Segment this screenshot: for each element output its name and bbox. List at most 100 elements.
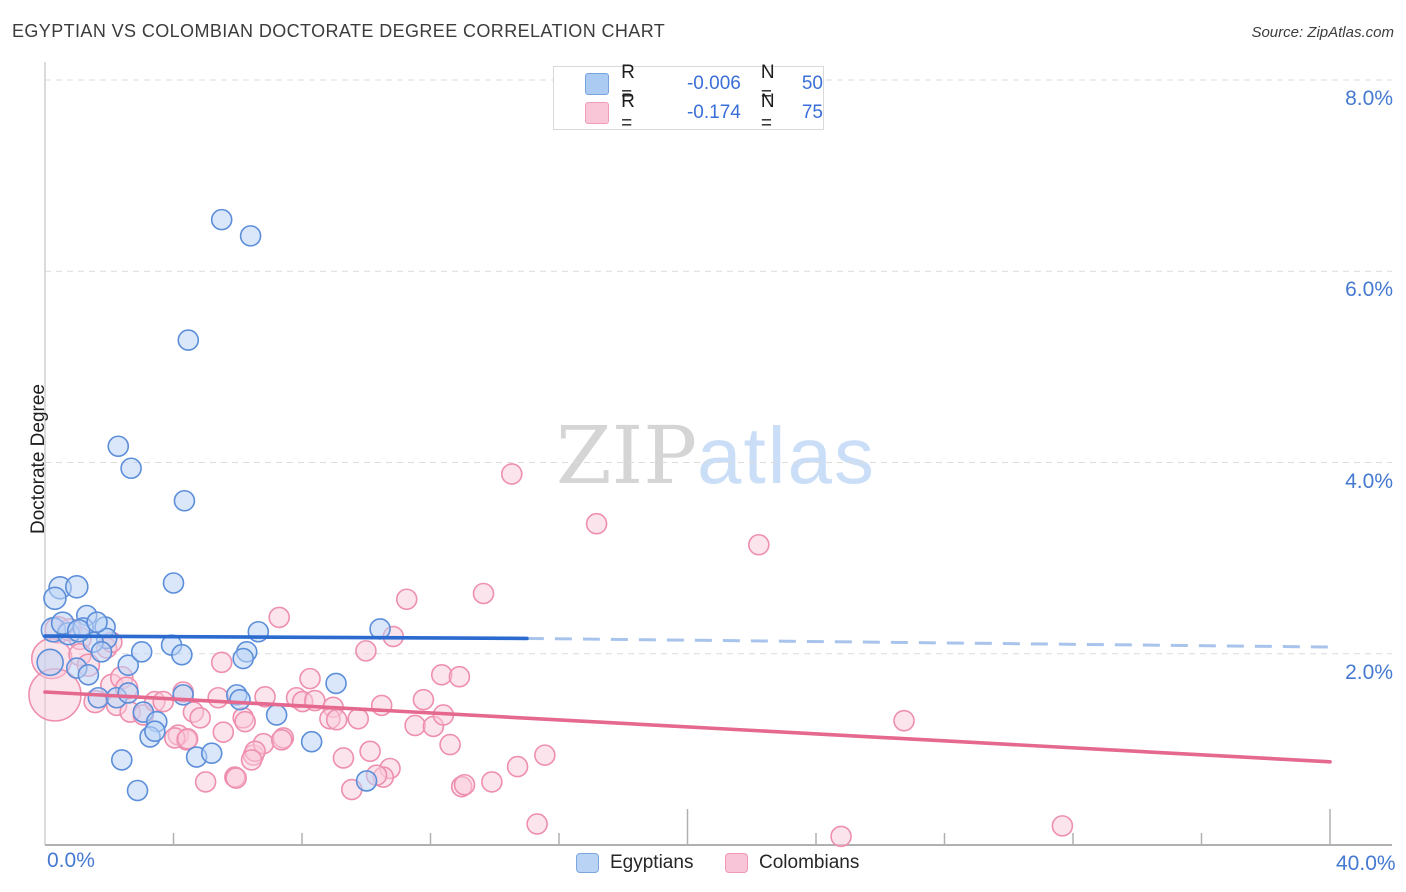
scatter-point-egyptians (200, 742, 223, 765)
scatter-point-colombians (395, 588, 418, 611)
trend-line-egyptians (43, 634, 529, 641)
scatter-point-egyptians (210, 208, 233, 231)
r-value: -0.006 (686, 72, 741, 94)
r-label: R = (621, 61, 635, 105)
page-title: EGYPTIAN VS COLOMBIAN DOCTORATE DEGREE C… (12, 21, 666, 41)
x-axis-label-max: 40.0% (1336, 852, 1396, 875)
scatter-point-colombians (430, 663, 453, 686)
scatter-point-colombians (472, 582, 495, 605)
scatter-point-colombians (893, 709, 915, 732)
source-attribution: Source: ZipAtlas.com (1251, 24, 1394, 41)
scatter-point-colombians (212, 721, 235, 743)
scatter-point-colombians (412, 688, 435, 711)
scatter-point-egyptians (229, 688, 251, 711)
scatter-point-egyptians (43, 586, 67, 611)
n-value: 50 (801, 72, 823, 94)
scatter-point-egyptians (110, 749, 133, 771)
stats-legend-box: R = -0.006 N = 50 R = -0.174 N = 75 (553, 62, 824, 134)
scatter-point-egyptians (107, 435, 130, 458)
stats-row-colombians: R = -0.174 N = 75 (554, 91, 823, 134)
scatter-point-colombians (830, 825, 852, 848)
zipatlas-watermark: ZIPatlas (556, 408, 876, 503)
scatter-point-egyptians (355, 770, 378, 792)
scatter-point-colombians (270, 729, 293, 751)
trend-line-colombians (43, 690, 1332, 764)
colombians-swatch-icon (585, 101, 610, 124)
scatter-point-colombians (299, 667, 321, 690)
scatter-point-colombians (210, 651, 233, 674)
scatter-point-egyptians (120, 457, 142, 480)
scatter-point-colombians (176, 728, 199, 750)
scatter-point-egyptians (117, 654, 140, 677)
legend-item-egyptians[interactable]: Egyptians (576, 852, 693, 874)
r-label: R = (621, 90, 635, 134)
scatter-point-colombians (453, 773, 476, 796)
scatter-point-egyptians (36, 648, 64, 677)
y-tick-label-6: 6.0% (1345, 278, 1393, 302)
scatter-point-egyptians (325, 672, 347, 695)
scatter-point-colombians (448, 665, 471, 688)
scatter-point-colombians (439, 733, 461, 756)
scatter-point-colombians (585, 512, 608, 535)
scatter-point-egyptians (86, 611, 108, 633)
scatter-point-egyptians (173, 489, 196, 512)
scatter-point-colombians (207, 686, 229, 709)
scatter-point-egyptians (117, 682, 140, 704)
trend-line-dashed-egyptians (526, 636, 1331, 649)
watermark-atlas: atlas (697, 411, 876, 500)
scatter-point-egyptians (171, 643, 193, 666)
scatter-point-egyptians (144, 720, 166, 743)
scatter-point-colombians (534, 744, 556, 766)
scatter-point-colombians (748, 533, 770, 556)
scatter-point-colombians (194, 771, 217, 793)
scatter-point-colombians (240, 749, 263, 771)
scatter-point-colombians (526, 813, 548, 835)
y-tick-label-4: 4.0% (1345, 469, 1393, 493)
scatter-point-egyptians (130, 641, 153, 663)
x-axis-label-min: 0.0% (47, 849, 95, 872)
scatter-point-colombians (268, 606, 290, 629)
scatter-point-colombians (506, 755, 529, 778)
scatter-point-egyptians (177, 329, 200, 351)
scatter-point-colombians (225, 767, 247, 789)
legend-label-colombians: Colombians (759, 852, 860, 873)
r-value: -0.174 (686, 101, 741, 123)
scatter-point-egyptians (90, 641, 113, 663)
scatter-point-colombians (254, 685, 276, 708)
scatter-point-egyptians (162, 572, 185, 594)
scatter-point-colombians (332, 747, 355, 769)
scatter-point-colombians (404, 714, 426, 737)
scatter-point-egyptians (232, 647, 255, 670)
scatter-point-egyptians (126, 779, 149, 802)
egyptians-swatch-icon (585, 72, 610, 95)
scatter-point-egyptians (265, 704, 288, 726)
scatter-point-egyptians (87, 686, 110, 709)
stats-row-egyptians: R = -0.006 N = 50 (554, 62, 823, 105)
scatter-point-colombians (152, 690, 175, 713)
scatter-point-colombians (481, 771, 503, 793)
scatter-point-colombians (1051, 815, 1074, 837)
egyptians-legend-swatch-icon (576, 853, 599, 873)
y-axis-title: Doctorate Degree (28, 384, 49, 534)
scatter-point-colombians (234, 710, 256, 733)
colombians-legend-swatch-icon (725, 853, 748, 873)
n-label: N = (760, 90, 775, 134)
scatter-point-egyptians (172, 684, 194, 706)
legend-item-colombians[interactable]: Colombians (725, 852, 859, 874)
scatter-point-egyptians (239, 225, 262, 247)
legend-label-egyptians: Egyptians (610, 852, 694, 873)
watermark-zip: ZIP (556, 409, 698, 502)
scatter-point-egyptians (77, 663, 100, 686)
scatter-point-colombians (347, 707, 370, 730)
scatter-point-colombians (359, 740, 381, 763)
n-value: 75 (801, 101, 823, 123)
scatter-point-colombians (355, 640, 377, 662)
scatter-point-egyptians (65, 575, 89, 599)
scatter-point-colombians (500, 463, 523, 485)
y-tick-label-2: 2.0% (1345, 660, 1393, 684)
scatter-point-colombians (325, 708, 348, 731)
y-tick-label-8: 8.0% (1345, 87, 1393, 110)
scatter-point-egyptians (300, 730, 323, 753)
